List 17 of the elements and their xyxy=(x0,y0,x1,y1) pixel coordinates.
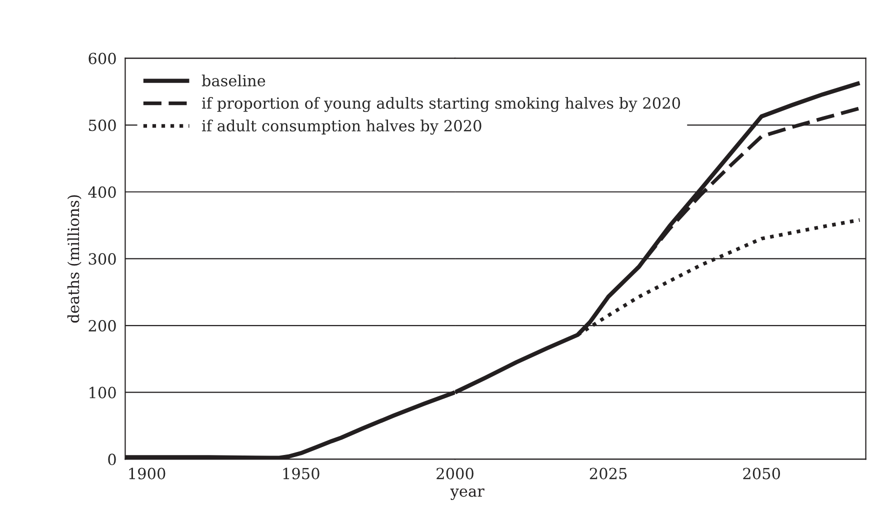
x-tick-label: 2050 xyxy=(743,468,780,480)
y-tick-label: 500 xyxy=(89,120,116,132)
x-tick-label: 2025 xyxy=(590,468,627,480)
y-tick-label: 400 xyxy=(88,186,116,198)
y-tick-label: 0 xyxy=(108,454,116,466)
y-tick-label: 100 xyxy=(90,386,116,398)
y-tick-label: 600 xyxy=(88,52,116,64)
legend-label: if proportion of young adults starting smoking halves by 2020 xyxy=(202,97,680,112)
legend-label: if adult consumption halves by 2020 xyxy=(202,120,482,135)
y-tick-label: 300 xyxy=(88,253,116,265)
x-axis-title: year xyxy=(450,488,484,500)
x-tick-label: 1900 xyxy=(129,468,166,480)
y-axis-title: deaths (millions) xyxy=(67,195,82,323)
x-tick-label: 1950 xyxy=(283,468,320,480)
legend-label: baseline xyxy=(202,74,266,86)
x-tick-label: 2000 xyxy=(436,468,474,480)
y-tick-label: 200 xyxy=(88,320,116,332)
